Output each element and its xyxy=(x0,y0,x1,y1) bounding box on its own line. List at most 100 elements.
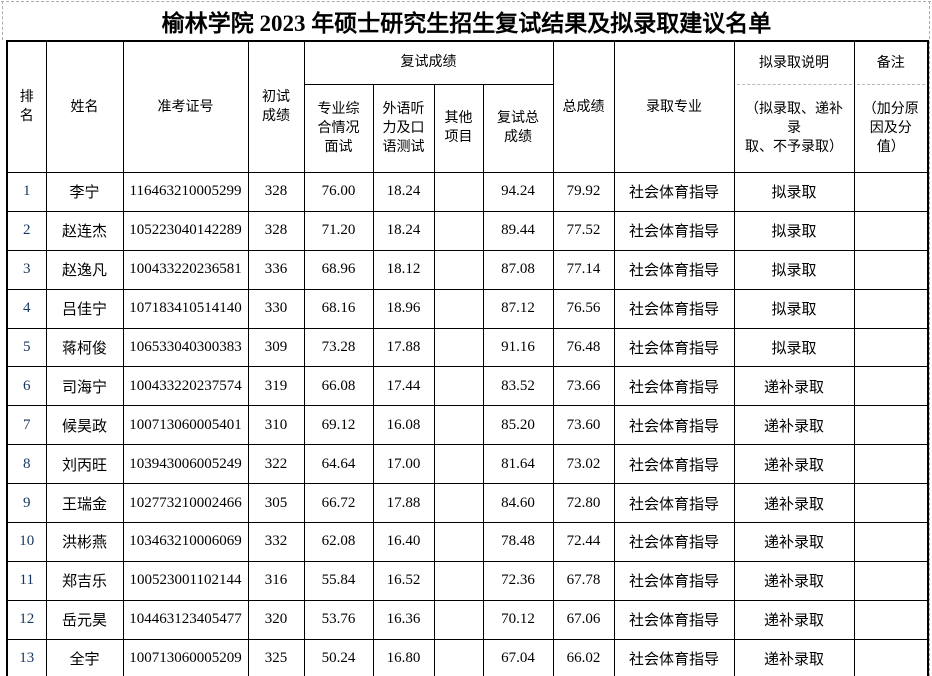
cell-initial: 310 xyxy=(247,405,305,446)
cell-other xyxy=(433,327,484,368)
cell-name: 吕佳宁 xyxy=(45,288,124,329)
cell-major: 社会体育指导 xyxy=(613,366,735,407)
table-row: 9 王瑞金 102773210002466 305 66.72 17.88 84.60 72.… xyxy=(6,483,929,524)
cell-name: 赵连杰 xyxy=(45,210,124,251)
cell-remark xyxy=(853,288,929,329)
cell-interview: 66.72 xyxy=(303,483,374,524)
cell-retest-total: 87.08 xyxy=(482,249,554,290)
cell-other xyxy=(433,522,484,562)
cell-foreign: 16.52 xyxy=(372,560,435,601)
cell-name: 全宇 xyxy=(45,638,124,676)
cell-decision: 递补录取 xyxy=(733,483,855,524)
cell-name: 李宁 xyxy=(45,172,124,212)
cell-major: 社会体育指导 xyxy=(613,522,735,562)
cell-remark xyxy=(853,405,929,446)
cell-remark xyxy=(853,327,929,368)
cell-foreign: 18.12 xyxy=(372,249,435,290)
cell-rank: 9 xyxy=(6,483,47,524)
page-title: 榆林学院 2023 年硕士研究生招生复试结果及拟录取建议名单 xyxy=(161,11,772,36)
cell-rank: 1 xyxy=(6,172,47,212)
cell-decision: 拟录取 xyxy=(733,210,855,251)
cell-other xyxy=(433,599,484,640)
cell-other xyxy=(433,483,484,524)
table-row: 5 蒋柯俊 106533040300383 309 73.28 17.88 91.16 76.… xyxy=(6,327,929,368)
cell-interview: 69.12 xyxy=(303,405,374,446)
cell-total: 72.44 xyxy=(552,522,615,562)
table-row: 6 司海宁 100433220237574 319 66.08 17.44 83.52 73.… xyxy=(6,366,929,407)
cell-rank: 3 xyxy=(6,249,47,290)
header-name: 姓名 xyxy=(45,40,124,173)
cell-exam-no: 100433220236581 xyxy=(122,249,249,290)
cell-rank: 10 xyxy=(6,522,47,562)
cell-remark xyxy=(853,522,929,562)
cell-foreign: 18.24 xyxy=(372,210,435,251)
cell-total: 73.66 xyxy=(552,366,615,407)
header-interview: 专业综 合情况 面试 xyxy=(303,83,374,174)
cell-decision: 递补录取 xyxy=(733,444,855,485)
cell-initial: 325 xyxy=(247,638,305,676)
cell-other xyxy=(433,249,484,290)
cell-initial: 322 xyxy=(247,444,305,485)
cell-remark xyxy=(853,638,929,676)
cell-other xyxy=(433,444,484,485)
cell-exam-no: 103463210006069 xyxy=(122,522,249,562)
cell-interview: 55.84 xyxy=(303,560,374,601)
cell-retest-total: 70.12 xyxy=(482,599,554,640)
header-remark: 备注 （加分原 因及分 值） xyxy=(853,40,929,173)
cell-exam-no: 100523001102144 xyxy=(122,560,249,601)
cell-interview: 53.76 xyxy=(303,599,374,640)
cell-rank: 11 xyxy=(6,560,47,601)
cell-initial: 336 xyxy=(247,249,305,290)
table-row: 4 吕佳宁 107183410514140 330 68.16 18.96 87.12 76.… xyxy=(6,288,929,329)
cell-other xyxy=(433,366,484,407)
admission-results-table: 排 名 姓名 准考证号 初试 成绩 复试成绩 总成绩 录取专业 拟录取说明 （拟… xyxy=(6,40,929,676)
cell-exam-no: 104463123405477 xyxy=(122,599,249,640)
cell-major: 社会体育指导 xyxy=(613,288,735,329)
cell-initial: 319 xyxy=(247,366,305,407)
cell-remark xyxy=(853,444,929,485)
cell-name: 候昊政 xyxy=(45,405,124,446)
header-remark-note: （加分原 因及分 值） xyxy=(862,102,919,155)
cell-foreign: 18.96 xyxy=(372,288,435,329)
cell-name: 岳元昊 xyxy=(45,599,124,640)
cell-decision: 拟录取 xyxy=(733,172,855,212)
table-row: 10 洪彬燕 103463210006069 332 62.08 16.40 78.48 72… xyxy=(6,522,929,562)
cell-interview: 68.96 xyxy=(303,249,374,290)
cell-exam-no: 116463210005299 xyxy=(122,172,249,212)
cell-major: 社会体育指导 xyxy=(613,327,735,368)
table-row: 7 候昊政 100713060005401 310 69.12 16.08 85.20 73.… xyxy=(6,405,929,446)
cell-interview: 50.24 xyxy=(303,638,374,676)
header-foreign-lang: 外语听 力及口 语测试 xyxy=(372,83,435,174)
cell-rank: 12 xyxy=(6,599,47,640)
cell-exam-no: 100713060005401 xyxy=(122,405,249,446)
cell-retest-total: 72.36 xyxy=(482,560,554,601)
cell-foreign: 17.88 xyxy=(372,327,435,368)
cell-initial: 328 xyxy=(247,210,305,251)
cell-major: 社会体育指导 xyxy=(613,249,735,290)
cell-rank: 7 xyxy=(6,405,47,446)
cell-rank: 5 xyxy=(6,327,47,368)
cell-rank: 6 xyxy=(6,366,47,407)
cell-remark xyxy=(853,249,929,290)
cell-major: 社会体育指导 xyxy=(613,210,735,251)
cell-rank: 13 xyxy=(6,638,47,676)
cell-major: 社会体育指导 xyxy=(613,405,735,446)
cell-decision: 递补录取 xyxy=(733,638,855,676)
cell-remark xyxy=(853,172,929,212)
cell-initial: 328 xyxy=(247,172,305,212)
cell-retest-total: 87.12 xyxy=(482,288,554,329)
header-decision: 拟录取说明 （拟录取、递补录 取、不予录取） xyxy=(733,40,855,173)
cell-initial: 330 xyxy=(247,288,305,329)
cell-foreign: 17.88 xyxy=(372,483,435,524)
cell-retest-total: 81.64 xyxy=(482,444,554,485)
table-row: 3 赵逸凡 100433220236581 336 68.96 18.12 87.08 77.… xyxy=(6,249,929,290)
cell-retest-total: 89.44 xyxy=(482,210,554,251)
page-break-dashed-line-left xyxy=(2,1,3,40)
cell-exam-no: 105223040142289 xyxy=(122,210,249,251)
cell-retest-total: 83.52 xyxy=(482,366,554,407)
cell-name: 赵逸凡 xyxy=(45,249,124,290)
cell-decision: 递补录取 xyxy=(733,599,855,640)
cell-total: 77.52 xyxy=(552,210,615,251)
cell-other xyxy=(433,638,484,676)
